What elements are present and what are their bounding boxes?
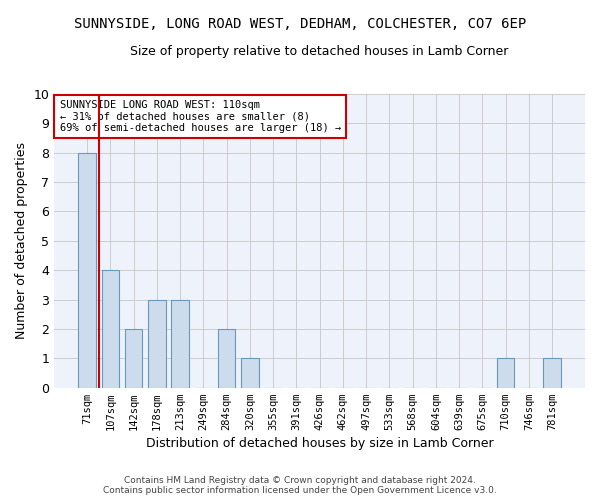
Title: Size of property relative to detached houses in Lamb Corner: Size of property relative to detached ho… (130, 45, 509, 58)
Text: Contains HM Land Registry data © Crown copyright and database right 2024.
Contai: Contains HM Land Registry data © Crown c… (103, 476, 497, 495)
Bar (218, 329, 235, 388)
Bar (172, 300, 189, 388)
Bar (125, 329, 142, 388)
Text: SUNNYSIDE LONG ROAD WEST: 110sqm
← 31% of detached houses are smaller (8)
69% of: SUNNYSIDE LONG ROAD WEST: 110sqm ← 31% o… (59, 100, 341, 133)
Bar (497, 358, 514, 388)
Bar (101, 270, 119, 388)
Bar (148, 300, 166, 388)
Bar (544, 358, 561, 388)
Bar (79, 152, 96, 388)
Y-axis label: Number of detached properties: Number of detached properties (15, 142, 28, 340)
X-axis label: Distribution of detached houses by size in Lamb Corner: Distribution of detached houses by size … (146, 437, 493, 450)
Text: SUNNYSIDE, LONG ROAD WEST, DEDHAM, COLCHESTER, CO7 6EP: SUNNYSIDE, LONG ROAD WEST, DEDHAM, COLCH… (74, 18, 526, 32)
Bar (241, 358, 259, 388)
